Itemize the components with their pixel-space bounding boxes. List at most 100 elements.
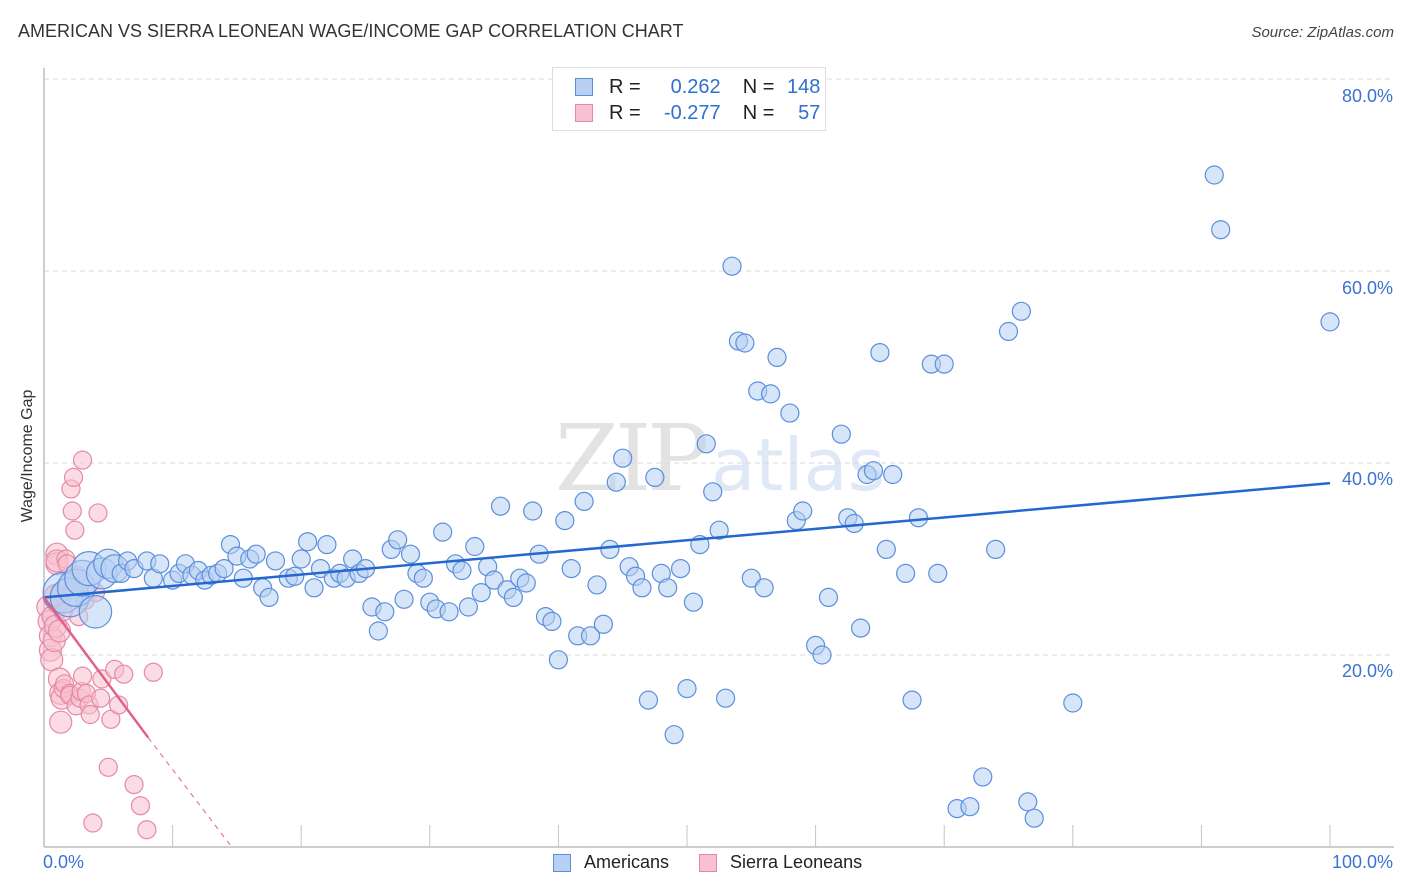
data-point [114,664,134,684]
data-point [683,592,704,612]
data-point [65,520,85,540]
data-point [490,496,511,516]
data-point [593,614,614,634]
data-point [259,587,279,608]
data-point [439,602,459,622]
data-point [812,645,832,665]
legend-item-sierra-leoneans[interactable]: Sierra Leoneans [699,852,862,873]
data-point [413,568,433,588]
data-point [458,597,478,617]
data-point [1320,312,1340,332]
r-label: R = [609,75,641,98]
data-point [606,472,626,492]
data-point [677,678,697,699]
stats-row-sierra-leoneans: R = -0.277 N = 57 [575,101,820,125]
r-label: R = [609,101,641,124]
data-point [973,767,993,787]
data-point [754,578,774,598]
data-point [1024,808,1044,828]
data-point [92,669,112,689]
y-tick-40: 40.0% [1341,469,1393,489]
data-point [62,501,82,521]
data-point [638,690,659,710]
data-point [433,522,453,542]
blue-swatch-icon [575,78,593,96]
data-point [368,621,388,641]
data-point [870,343,890,363]
blue-swatch-icon [553,853,571,872]
chart-title: AMERICAN VS SIERRA LEONEAN WAGE/INCOME G… [18,21,684,41]
data-point [503,587,523,608]
data-point [613,448,633,468]
data-point [664,725,684,745]
data-point [670,558,691,579]
data-point [304,578,324,598]
data-point [793,501,813,521]
data-point [863,461,884,481]
sierra-leoneans-trend-extension [147,737,233,848]
y-tick-80: 80.0% [1341,86,1393,106]
data-point [574,491,594,511]
data-point [484,570,504,590]
data-point [703,482,723,502]
sierra-leoneans-trend-line [42,596,150,739]
data-point [760,384,781,404]
data-point [831,424,851,444]
data-point [72,666,93,686]
data-point [90,688,111,708]
y-tick-20: 20.0% [1341,661,1393,681]
data-point [375,602,395,622]
americans-points [42,165,1340,828]
legend-label: Americans [584,852,670,872]
data-point [317,534,337,555]
y-tick-60: 60.0% [1341,278,1393,298]
data-point [709,520,729,540]
data-point [98,757,118,777]
source-label: Source: ZipAtlas.com [1251,24,1394,41]
data-point [265,551,286,571]
n-label: N = [742,101,775,124]
data-point [908,508,929,528]
data-point [452,560,472,581]
trend-lines [42,481,1331,848]
data-point [80,704,100,725]
data-point [741,568,761,588]
data-point [561,558,581,579]
axes [43,68,1394,848]
stats-legend: R = 0.262 N = 148 R = -0.277 N = 57 [552,67,826,131]
data-point [587,575,607,595]
n-value: 57 [798,101,821,124]
data-point [998,321,1019,342]
pink-swatch-icon [699,853,718,872]
data-point [388,530,408,550]
data-point [143,662,163,682]
data-point [130,796,151,816]
r-value: 0.262 [670,75,721,98]
data-point [658,578,678,598]
data-point [844,513,864,534]
data-point [632,578,652,598]
y-axis-label: Wage/Income Gap [19,389,36,523]
data-point [83,813,103,833]
legend-item-americans[interactable]: Americans [553,852,669,873]
data-point [137,820,157,840]
data-point [150,554,170,574]
x-tick-0: 0.0% [43,852,85,872]
data-point [523,501,543,521]
gridlines [44,78,1394,656]
data-point [876,539,896,560]
n-value: 148 [787,75,821,98]
data-point [394,589,414,609]
data-point [818,587,839,608]
data-point [715,688,736,708]
data-point [767,347,787,367]
data-point [49,710,73,734]
n-label: N = [742,75,775,98]
data-point [1011,301,1031,321]
data-point [735,333,755,353]
data-point [722,256,742,276]
sierra-leoneans-points [36,450,163,840]
data-point [780,403,800,423]
data-point [78,594,113,629]
data-point [246,544,266,564]
